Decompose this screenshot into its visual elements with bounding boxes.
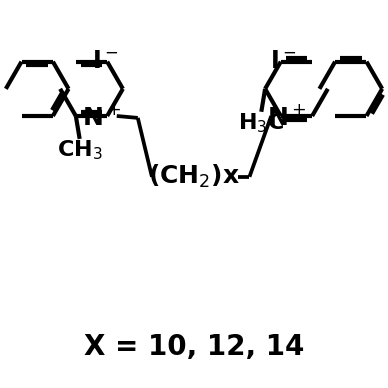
- Text: I$^-$: I$^-$: [270, 48, 296, 73]
- Text: (CH$_2$)x: (CH$_2$)x: [148, 163, 240, 191]
- Text: CH$_3$: CH$_3$: [57, 139, 102, 162]
- Text: N$^+$: N$^+$: [267, 106, 306, 130]
- Text: H$_3$C: H$_3$C: [238, 111, 284, 135]
- Text: N$^+$: N$^+$: [82, 106, 121, 130]
- Text: X = 10, 12, 14: X = 10, 12, 14: [84, 333, 304, 361]
- Text: I$^-$: I$^-$: [92, 48, 118, 73]
